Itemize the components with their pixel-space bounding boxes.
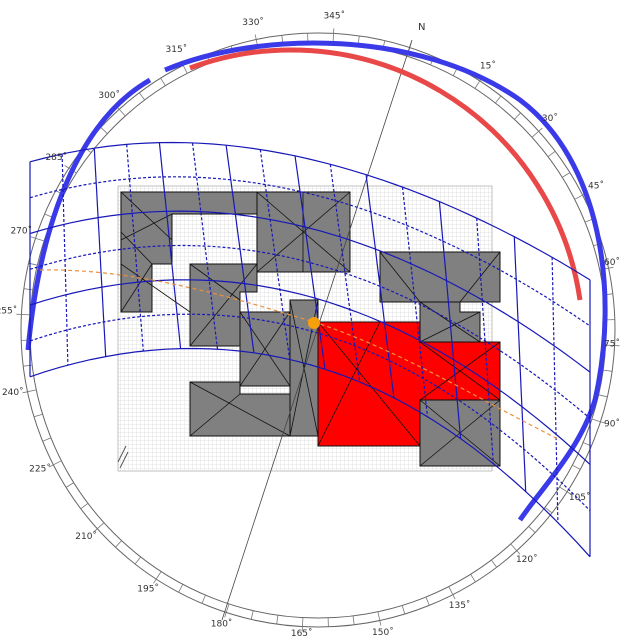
- degree-label: 240˚: [2, 387, 24, 398]
- compass-tick: [22, 389, 37, 394]
- degree-label: 120˚: [516, 554, 538, 565]
- day-arc: [29, 176, 591, 327]
- degree-label: 105˚: [569, 492, 591, 503]
- compass-tick: [352, 615, 355, 625]
- compass-tick: [510, 543, 521, 555]
- hour-line: [259, 149, 291, 360]
- degree-label: 210˚: [75, 531, 97, 542]
- compass-tick: [138, 92, 146, 101]
- compass-tick: [23, 364, 33, 367]
- compass-tick: [250, 610, 254, 620]
- compass-tick: [33, 413, 43, 418]
- hour-line: [438, 201, 462, 439]
- hour-line: [158, 142, 182, 349]
- hour-line: [551, 257, 559, 523]
- degree-label: 75˚: [604, 338, 620, 349]
- compass-tick: [178, 584, 184, 593]
- compass-tick: [401, 605, 406, 615]
- compass-tick: [544, 506, 553, 514]
- compass-tick: [470, 573, 476, 583]
- compass-tick: [494, 95, 502, 104]
- compass-tick: [531, 127, 543, 138]
- compass-tick: [100, 127, 108, 134]
- compass-tick: [605, 344, 620, 347]
- hour-line: [513, 236, 527, 492]
- day-arc: [29, 244, 591, 419]
- compass-tick: [598, 394, 608, 398]
- compass-tick: [115, 540, 122, 548]
- compass-tick: [48, 460, 62, 468]
- degree-label: 195˚: [137, 584, 159, 595]
- degree-label: 45˚: [588, 180, 604, 191]
- west-arc: [25, 77, 152, 351]
- hour-line: [365, 174, 395, 398]
- degree-label: 225˚: [29, 464, 51, 475]
- hour-line: [329, 164, 361, 383]
- sun-marker[interactable]: [308, 317, 320, 329]
- hour-line: [93, 148, 107, 357]
- compass-tick: [160, 77, 166, 87]
- compass-tick: [603, 369, 613, 372]
- compass-tick: [547, 150, 556, 158]
- compass-tick: [224, 603, 230, 618]
- degree-label: 15˚: [480, 60, 496, 71]
- compass-tick: [448, 586, 456, 600]
- compass-tick: [93, 522, 105, 533]
- compass-tick: [80, 502, 89, 510]
- hour-line: [225, 145, 255, 353]
- compass-tick: [65, 482, 75, 488]
- compass-tick: [276, 615, 279, 625]
- compass-tick: [572, 464, 581, 470]
- degree-label: 150˚: [372, 627, 394, 638]
- compass-tick: [591, 418, 606, 424]
- summer-arc: [189, 47, 583, 301]
- degree-label: 255˚: [0, 306, 17, 317]
- compass-tick: [301, 617, 304, 632]
- day-arc: [29, 313, 591, 512]
- compass-tick: [332, 28, 335, 43]
- degree-labels: 15˚ 30˚ 45˚ 60˚ 75˚ 90˚ 105˚ 120˚ 135˚ 150˚ 165˚ 18…: [0, 10, 620, 639]
- compass-tick: [16, 313, 31, 316]
- hour-line: [294, 155, 326, 370]
- degree-label: 90˚: [604, 418, 620, 429]
- north-label: N: [418, 22, 425, 33]
- hour-line: [61, 153, 69, 366]
- compass-tick: [377, 611, 382, 626]
- compass-tick: [30, 236, 45, 242]
- hour-line: [401, 187, 429, 417]
- compass-tick: [42, 437, 52, 442]
- compass-tick: [514, 112, 521, 120]
- winter-arc: [164, 40, 608, 522]
- north-arrow-icon: [117, 445, 129, 469]
- degree-label: 315˚: [166, 44, 188, 55]
- degree-label: 330˚: [242, 17, 264, 28]
- degree-label: 60˚: [604, 257, 620, 268]
- degree-label: 30˚: [542, 113, 558, 124]
- degree-label: 270˚: [10, 226, 32, 237]
- north-axis: [221, 39, 413, 621]
- degree-label: 285˚: [45, 152, 67, 163]
- compass-tick: [561, 172, 571, 178]
- hour-line: [476, 218, 494, 464]
- compass-tick: [490, 559, 498, 568]
- compass-tick: [201, 594, 206, 604]
- compass-tick: [134, 556, 142, 565]
- compass-tick: [528, 526, 536, 533]
- compass-tick: [559, 486, 572, 495]
- compass-tick: [23, 288, 33, 291]
- sun-path-grid: [29, 141, 591, 558]
- degree-label: 135˚: [449, 600, 471, 611]
- compass-tick: [425, 596, 430, 606]
- degree-label: 345˚: [323, 10, 345, 21]
- compass-tick: [153, 571, 162, 584]
- degree-label: 300˚: [98, 90, 120, 101]
- degree-label: 180˚: [211, 619, 233, 630]
- degree-label: 165˚: [291, 628, 313, 639]
- roof-ridges: [120, 191, 501, 467]
- hour-line: [126, 144, 144, 352]
